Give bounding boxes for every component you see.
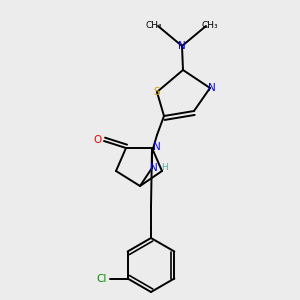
Text: N: N — [178, 41, 186, 51]
Text: N: N — [208, 83, 216, 93]
Text: Cl: Cl — [96, 274, 107, 284]
Text: H: H — [162, 164, 168, 172]
Text: CH₃: CH₃ — [146, 22, 162, 31]
Text: CH₃: CH₃ — [202, 22, 218, 31]
Text: O: O — [94, 135, 102, 145]
Text: S: S — [154, 87, 160, 97]
Text: N: N — [150, 163, 158, 173]
Text: N: N — [153, 142, 161, 152]
